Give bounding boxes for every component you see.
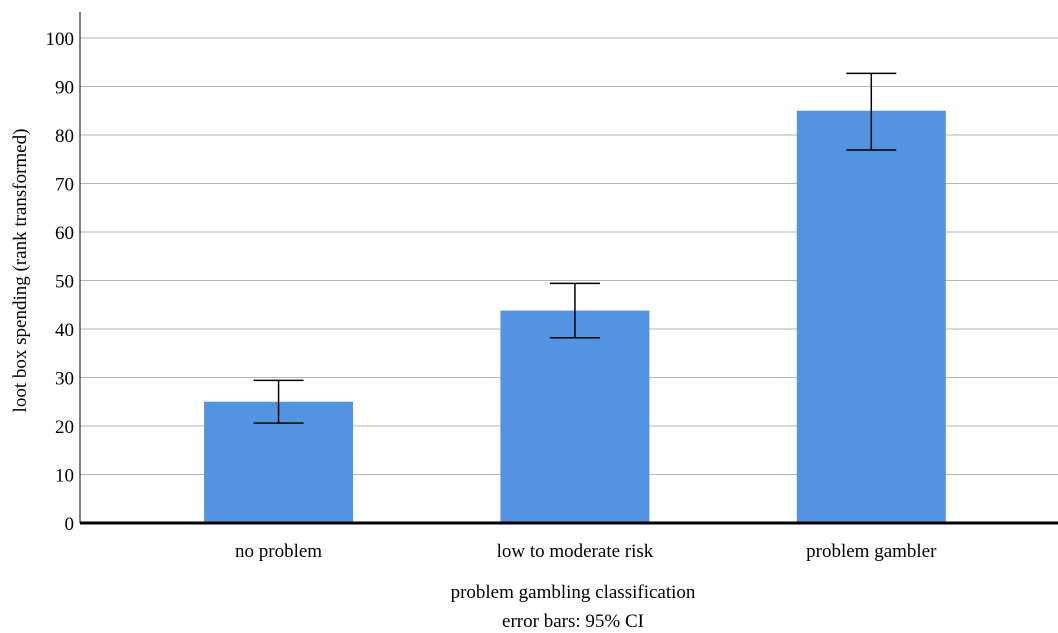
- y-tick-label: 100: [46, 29, 75, 50]
- x-category-labels: no problem low to moderate risk problem ga…: [235, 541, 937, 562]
- x-axis-title: problem gambling classification: [451, 582, 696, 603]
- error-bar: [549, 282, 600, 339]
- y-tick-label: 70: [55, 175, 74, 196]
- y-tick-label: 10: [55, 466, 74, 487]
- error-bar: [253, 379, 304, 424]
- y-tick-label: 80: [55, 126, 74, 147]
- y-tick-label: 30: [55, 369, 74, 390]
- y-axis-title: loot box spending (rank transformed): [10, 129, 31, 413]
- x-category-label: problem gambler: [806, 541, 937, 562]
- x-category-label: no problem: [235, 541, 322, 562]
- bars: [204, 110, 946, 523]
- y-tick-label: 0: [65, 514, 75, 535]
- y-tick-label: 60: [55, 223, 74, 244]
- y-tick-label: 50: [55, 272, 74, 293]
- error-bars-note: error bars: 95% CI: [502, 611, 644, 632]
- bar: [500, 310, 650, 523]
- error-bar: [846, 72, 897, 151]
- y-tick-label: 20: [55, 417, 74, 438]
- error-bars: [253, 72, 897, 424]
- y-tick-labels: 0 10 20 30 40 50 60 70 80 90 100: [46, 29, 75, 535]
- x-category-label: low to moderate risk: [497, 541, 654, 562]
- y-tick-label: 40: [55, 320, 74, 341]
- bar: [796, 110, 946, 523]
- y-tick-label: 90: [55, 78, 74, 99]
